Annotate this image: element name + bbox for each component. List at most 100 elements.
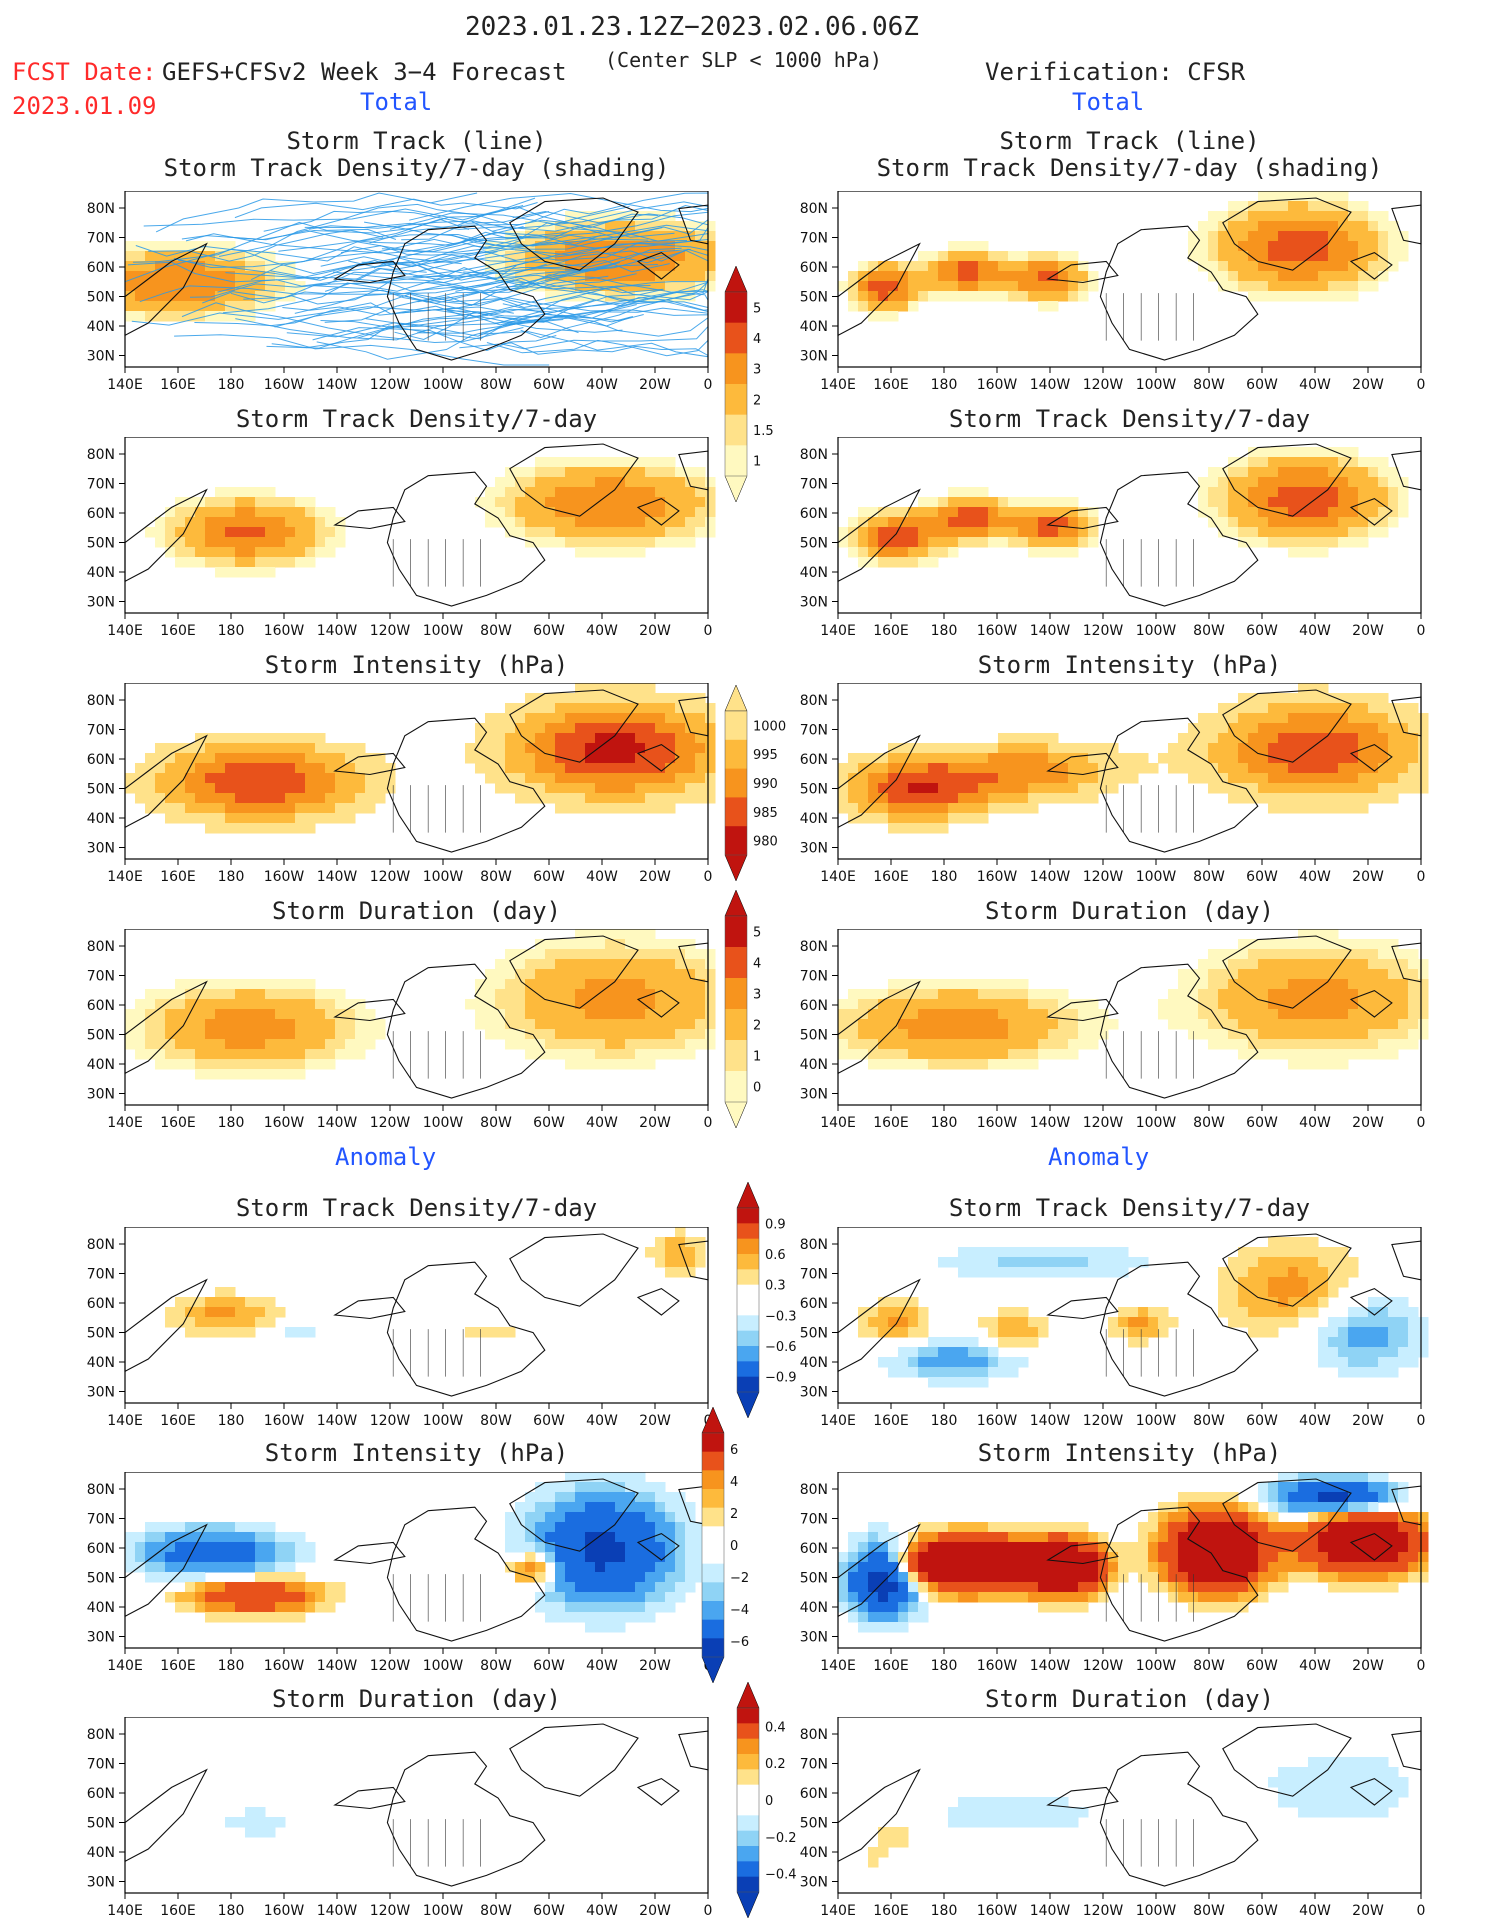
shade-cell bbox=[1408, 949, 1419, 960]
shade-cell bbox=[1188, 753, 1199, 764]
shade-cell bbox=[1228, 1039, 1239, 1050]
shade-cell bbox=[1268, 477, 1279, 488]
shade-cell bbox=[998, 1357, 1009, 1368]
shade-cell bbox=[928, 999, 939, 1010]
shade-cell bbox=[525, 959, 536, 970]
shade-cell bbox=[898, 557, 909, 568]
shade-cell bbox=[1018, 1532, 1029, 1543]
shade-cell bbox=[585, 517, 596, 528]
shade-cell bbox=[968, 1542, 979, 1553]
shade-cell bbox=[705, 261, 716, 272]
shade-cell bbox=[185, 803, 196, 814]
shade-cell bbox=[485, 487, 496, 498]
shade-cell bbox=[888, 1009, 899, 1020]
shade-cell bbox=[1188, 989, 1199, 1000]
shade-cell bbox=[235, 1059, 246, 1070]
shade-cell bbox=[695, 261, 706, 272]
shade-cell bbox=[1288, 1019, 1299, 1030]
shade-cell bbox=[1288, 1502, 1299, 1513]
shade-cell bbox=[315, 1059, 326, 1070]
shade-cell bbox=[938, 1337, 949, 1348]
shade-cell bbox=[1038, 773, 1049, 784]
shade-cell bbox=[988, 1257, 999, 1268]
shade-cell bbox=[705, 497, 716, 508]
shade-cell bbox=[265, 1317, 276, 1328]
shade-cell bbox=[1008, 783, 1019, 794]
shade-cell bbox=[1278, 447, 1289, 458]
shade-cell bbox=[948, 1572, 959, 1583]
shade-cell bbox=[595, 793, 606, 804]
shade-cell bbox=[145, 527, 156, 538]
shade-cell bbox=[1398, 743, 1409, 754]
shade-cell bbox=[1358, 1522, 1369, 1533]
shade-cell bbox=[615, 497, 626, 508]
shade-cell bbox=[1318, 231, 1329, 242]
shade-cell bbox=[295, 1602, 306, 1613]
shade-cell bbox=[1368, 713, 1379, 724]
shade-cell bbox=[145, 1522, 156, 1533]
shade-cell bbox=[265, 1049, 276, 1060]
shade-cell bbox=[1088, 1562, 1099, 1573]
shade-cell bbox=[1348, 969, 1359, 980]
shade-cell bbox=[1008, 989, 1019, 1000]
shade-cell bbox=[1138, 1542, 1149, 1553]
shade-cell bbox=[1278, 1562, 1289, 1573]
shade-cell bbox=[555, 1572, 566, 1583]
shade-cell bbox=[1288, 743, 1299, 754]
shade-cell bbox=[908, 1347, 919, 1358]
shade-cell bbox=[665, 783, 676, 794]
shade-cell bbox=[635, 803, 646, 814]
shade-cell bbox=[888, 311, 899, 322]
shade-cell bbox=[1258, 1482, 1269, 1493]
shade-cell bbox=[1308, 457, 1319, 468]
lon-label: 160E bbox=[160, 1658, 196, 1674]
shade-cell bbox=[878, 1602, 889, 1613]
shade-cell bbox=[908, 301, 919, 312]
shade-cell bbox=[1318, 1009, 1329, 1020]
shade-cell bbox=[1258, 939, 1269, 950]
shade-cell bbox=[1288, 1522, 1299, 1533]
shade-cell bbox=[595, 477, 606, 488]
shade-cell bbox=[1348, 763, 1359, 774]
shade-cell bbox=[365, 793, 376, 804]
lat-label: 50N bbox=[87, 1326, 115, 1342]
shade-cell bbox=[1268, 517, 1279, 528]
shade-cell bbox=[1358, 281, 1369, 292]
shade-cell bbox=[978, 1247, 989, 1258]
shade-cell bbox=[848, 793, 859, 804]
shade-cell bbox=[255, 557, 266, 568]
shade-cell bbox=[1368, 1472, 1379, 1483]
shade-cell bbox=[1268, 487, 1279, 498]
shade-cell bbox=[265, 979, 276, 990]
shade-cell bbox=[225, 1297, 236, 1308]
shade-cell bbox=[878, 547, 889, 558]
shade-cell bbox=[858, 783, 869, 794]
shade-cell bbox=[958, 1562, 969, 1573]
shade-cell bbox=[565, 1492, 576, 1503]
shade-cell bbox=[1128, 763, 1139, 774]
shade-cell bbox=[1348, 251, 1359, 262]
shade-cell bbox=[1418, 753, 1429, 764]
shade-cell bbox=[968, 1059, 979, 1070]
shade-cell bbox=[948, 527, 959, 538]
shade-cell bbox=[315, 1592, 326, 1603]
shade-cell bbox=[1158, 1522, 1169, 1533]
shade-cell bbox=[1328, 527, 1339, 538]
shade-cell bbox=[305, 823, 316, 834]
shade-cell bbox=[615, 999, 626, 1010]
shade-cell bbox=[988, 1029, 999, 1040]
shade-cell bbox=[615, 773, 626, 784]
shade-cell bbox=[1358, 201, 1369, 212]
shade-cell bbox=[595, 1542, 606, 1553]
shade-cell bbox=[1308, 713, 1319, 724]
shade-cell bbox=[1208, 999, 1219, 1010]
shade-cell bbox=[1268, 949, 1279, 960]
shade-cell bbox=[605, 517, 616, 528]
shade-cell bbox=[1258, 949, 1269, 960]
shade-cell bbox=[1398, 989, 1409, 1000]
shade-cell bbox=[195, 1307, 206, 1318]
shade-cell bbox=[1118, 1317, 1129, 1328]
shade-cell bbox=[1308, 959, 1319, 970]
shade-cell bbox=[305, 537, 316, 548]
shade-cell bbox=[1008, 753, 1019, 764]
